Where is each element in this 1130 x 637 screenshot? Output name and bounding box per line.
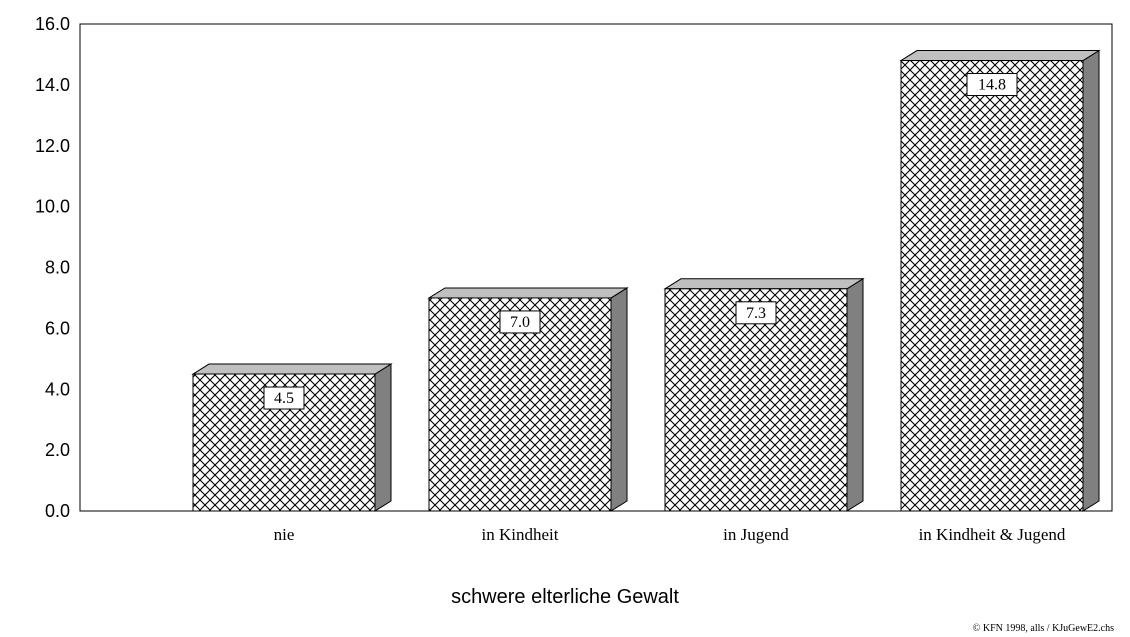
bar-group: 7.0 (427, 287, 629, 512)
data-label: 7.0 (510, 314, 530, 331)
bar-group: 4.5 (191, 363, 393, 512)
bar-top (899, 50, 1101, 62)
data-label-box (499, 310, 541, 334)
x-category-label: in Kindheit & Jugend (919, 525, 1066, 544)
bar (428, 297, 612, 512)
y-tick-label: 10.0 (35, 197, 70, 217)
bar-top (663, 278, 865, 290)
data-label: 7.3 (746, 305, 766, 322)
y-tick-label: 12.0 (35, 136, 70, 156)
bar-group: 7.3 (663, 277, 865, 512)
bar-top (191, 363, 393, 375)
data-label-box (263, 386, 305, 410)
source-note: © KFN 1998, alls / KJuGewE2.chs (972, 623, 1114, 634)
bar-side (1082, 49, 1100, 512)
y-tick-label: 6.0 (45, 318, 70, 338)
data-label: 4.5 (274, 390, 294, 407)
bar (900, 60, 1084, 512)
bar (664, 288, 848, 512)
x-category-label: in Jugend (723, 525, 789, 544)
y-tick-label: 14.0 (35, 75, 70, 95)
bar-side (846, 277, 864, 512)
bar-side (374, 363, 392, 512)
y-tick-label: 2.0 (45, 440, 70, 460)
data-label-box (735, 301, 777, 325)
bar-side (610, 287, 628, 512)
x-axis-title: schwere elterliche Gewalt (451, 586, 679, 608)
x-category-label: nie (274, 525, 295, 544)
x-category-label: in Kindheit (482, 525, 559, 544)
data-label: 14.8 (978, 77, 1006, 94)
bar-group: 14.8 (899, 49, 1101, 512)
bar-top (427, 287, 629, 299)
y-tick-label: 8.0 (45, 258, 70, 278)
y-tick-label: 16.0 (35, 14, 70, 34)
y-tick-label: 4.0 (45, 379, 70, 399)
data-label-box (966, 73, 1018, 97)
y-tick-label: 0.0 (45, 501, 70, 521)
